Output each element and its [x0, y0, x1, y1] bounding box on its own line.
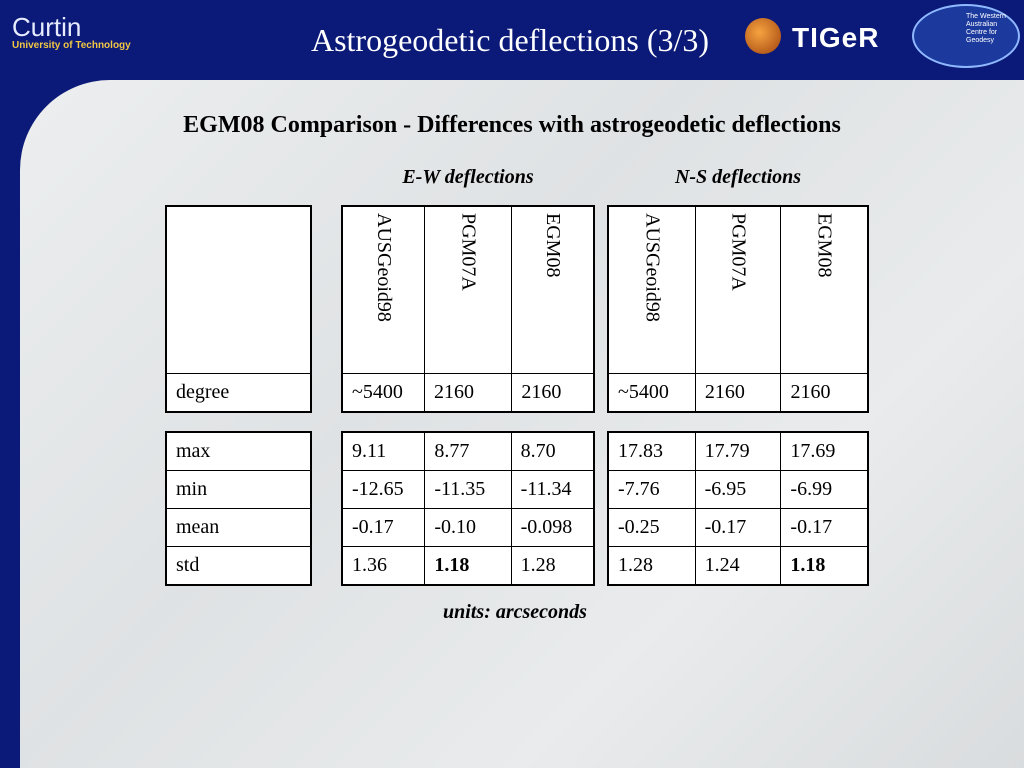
- slide-background: [20, 80, 1024, 768]
- cell: 9.11: [341, 431, 426, 471]
- row: ~5400 2160 2160: [607, 373, 869, 413]
- row: 17.83 17.79 17.69: [607, 431, 869, 471]
- table: 9.11 8.77 8.70 -12.65 -11.35 -11.34 -0.17 -0.10…: [341, 431, 595, 586]
- row: ~5400 2160 2160: [341, 373, 595, 413]
- cell: 8.77: [424, 431, 512, 471]
- logo-name: Curtin: [12, 12, 82, 42]
- cell: -0.17: [780, 508, 869, 547]
- cell: -6.99: [780, 470, 869, 509]
- column-header-text: PGM07A: [727, 213, 750, 291]
- units-note: units: arcseconds: [443, 601, 587, 623]
- cell: -12.65: [341, 470, 426, 509]
- table: AUSGeoid98 PGM07A EGM08 ~5400 2160 2160: [341, 205, 595, 413]
- subtitle: EGM08 Comparison - Differences with astr…: [183, 112, 841, 138]
- column-header: EGM08: [780, 205, 869, 374]
- cell: 17.79: [694, 431, 782, 471]
- logo-icon: [745, 18, 781, 54]
- cell: -7.76: [607, 470, 696, 509]
- row: [165, 205, 312, 374]
- cell: 1.36: [341, 546, 426, 586]
- table: 17.83 17.79 17.69 -7.76 -6.95 -6.99 -0.25 -0.17…: [607, 431, 869, 586]
- cell: 17.69: [780, 431, 869, 471]
- row: -12.65 -11.35 -11.34: [341, 470, 595, 509]
- table: AUSGeoid98 PGM07A EGM08 ~5400 2160 2160: [607, 205, 869, 413]
- row: -0.25 -0.17 -0.17: [607, 508, 869, 547]
- cell: -0.17: [341, 508, 426, 547]
- row: mean: [165, 508, 312, 547]
- column-header-text: AUSGeoid98: [641, 213, 664, 322]
- cell: 1.18: [424, 546, 512, 586]
- cell: -11.35: [424, 470, 512, 509]
- column-header-text: EGM08: [542, 213, 565, 278]
- row-label: std: [165, 546, 312, 586]
- wacg-text: The Western Australian Centre for Geodes…: [966, 13, 1006, 44]
- cell: -0.10: [424, 508, 512, 547]
- row: max: [165, 431, 312, 471]
- cell: 8.70: [510, 431, 595, 471]
- table: degree: [165, 205, 312, 413]
- group-label: E-W deflections: [402, 166, 534, 188]
- tiger-logo: TIGeR: [792, 22, 880, 53]
- row-label: max: [165, 431, 312, 471]
- cell: 1.24: [694, 546, 782, 586]
- column-header: EGM08: [511, 205, 595, 374]
- cell: -6.95: [694, 470, 782, 509]
- cell: -11.34: [510, 470, 595, 509]
- slide-title: Astrogeodetic deflections (3/3): [310, 22, 710, 58]
- cell: -0.25: [607, 508, 696, 547]
- row: 1.36 1.18 1.28: [341, 546, 595, 586]
- cell: 2160: [780, 373, 869, 413]
- cell: 1.18: [780, 546, 869, 586]
- row: std: [165, 546, 312, 586]
- cell: -0.098: [510, 508, 595, 547]
- column-header: AUSGeoid98: [607, 205, 696, 374]
- curtin-logo: Curtin University of Technology: [12, 14, 131, 51]
- header-row: AUSGeoid98 PGM07A EGM08: [341, 205, 595, 374]
- column-header-text: EGM08: [813, 213, 836, 278]
- cell: ~5400: [607, 373, 696, 413]
- column-header: AUSGeoid98: [341, 205, 426, 374]
- cell: 1.28: [607, 546, 696, 586]
- cell: ~5400: [341, 373, 426, 413]
- cell: 17.83: [607, 431, 696, 471]
- cell: 2160: [424, 373, 513, 413]
- wacg-logo: [912, 4, 1020, 68]
- row: -7.76 -6.95 -6.99: [607, 470, 869, 509]
- row: min: [165, 470, 312, 509]
- group-label: N-S deflections: [674, 166, 802, 188]
- column-header-text: PGM07A: [457, 213, 480, 291]
- header-cell: [165, 205, 312, 374]
- column-header: PGM07A: [424, 205, 513, 374]
- row: -0.17 -0.10 -0.098: [341, 508, 595, 547]
- column-header: PGM07A: [694, 205, 782, 374]
- row-label: mean: [165, 508, 312, 547]
- cell: -0.17: [694, 508, 782, 547]
- column-header-text: AUSGeoid98: [373, 213, 396, 322]
- cell: 2160: [694, 373, 782, 413]
- table: max min mean std: [165, 431, 312, 586]
- cell: 1.28: [510, 546, 595, 586]
- row: 9.11 8.77 8.70: [341, 431, 595, 471]
- row: degree: [165, 373, 312, 413]
- row-label: min: [165, 470, 312, 509]
- row-label: degree: [165, 373, 312, 413]
- header-row: AUSGeoid98 PGM07A EGM08: [607, 205, 869, 374]
- row: 1.28 1.24 1.18: [607, 546, 869, 586]
- cell: 2160: [511, 373, 595, 413]
- logo-subtitle: University of Technology: [12, 40, 131, 51]
